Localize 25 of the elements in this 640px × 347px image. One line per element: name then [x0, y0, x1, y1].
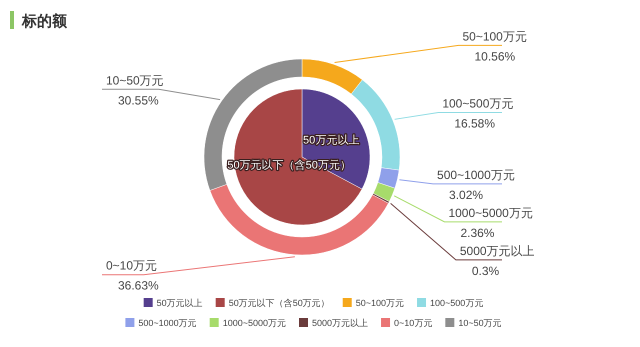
- data-label: 2.36%: [460, 226, 495, 240]
- legend-label: 50万元以上: [156, 298, 203, 308]
- legend-label: 100~500万元: [430, 298, 484, 308]
- slice-label: 5000万元以上: [460, 244, 535, 258]
- legend-label: 50~100万元: [356, 298, 404, 308]
- slice-label: 1000~5000万元: [448, 206, 533, 220]
- slice-label: 500~1000万元: [437, 168, 515, 182]
- legend-label: 500~1000万元: [138, 318, 197, 328]
- slice-label: 10~50万元: [106, 73, 164, 88]
- legend-label: 1000~5000万元: [222, 318, 286, 328]
- slice-label: 100~500万元: [442, 96, 514, 111]
- slice-label: 0~10万元: [106, 258, 158, 273]
- data-label: 16.58%: [454, 116, 496, 131]
- legend-label: 5000万元以上: [312, 318, 368, 328]
- chart-title: 标的额: [21, 12, 68, 30]
- slice-label: 50万元以上: [303, 134, 360, 147]
- data-label: 36.63%: [118, 278, 160, 293]
- data-label: 10.56%: [474, 49, 516, 64]
- slice-label: 50~100万元: [462, 29, 527, 44]
- legend-label: 50万元以下（含50万元）: [228, 298, 330, 308]
- legend-label: 10~50万元: [458, 318, 502, 328]
- legend-label: 0~10万元: [394, 318, 432, 328]
- data-label: 3.02%: [449, 188, 484, 202]
- data-label: 30.55%: [118, 93, 160, 108]
- data-label: 0.3%: [472, 264, 500, 278]
